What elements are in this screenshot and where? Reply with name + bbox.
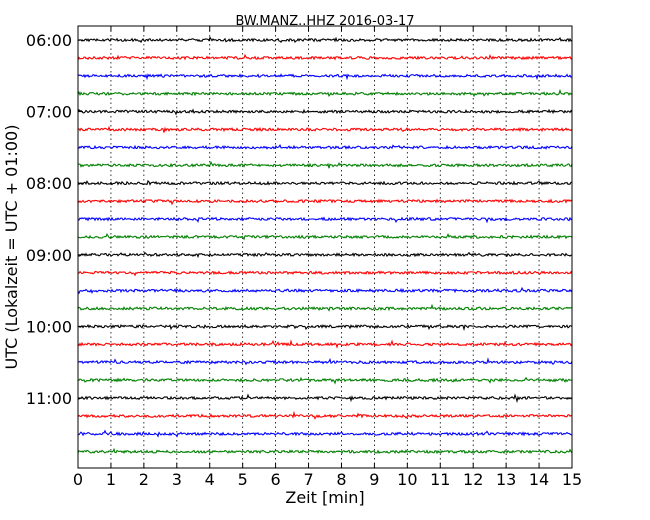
trace-1145 [77, 447, 573, 455]
y-axis-label: UTC (Lokalzeit = UTC + 01:00) [2, 125, 21, 370]
y-axis: 06:00 07:00 08:00 09:00 10:00 11:00 [26, 31, 83, 408]
trace-0630 [77, 73, 573, 81]
x-tick-label: 9 [369, 470, 379, 489]
trace-0800 [77, 179, 573, 186]
x-tick-label: 8 [336, 470, 346, 489]
trace-0900 [77, 251, 573, 259]
y-tick-label: 06:00 [26, 31, 72, 50]
trace-0815 [77, 198, 573, 206]
trace-0830 [77, 216, 573, 224]
y-tick-label: 11:00 [26, 389, 72, 408]
x-grid [110, 26, 540, 468]
x-tick-label: 6 [271, 470, 281, 489]
x-tick-label: 0 [73, 470, 83, 489]
x-tick-label: 4 [205, 470, 215, 489]
x-tick-label: 5 [238, 470, 248, 489]
x-tick-label: 2 [139, 470, 149, 489]
plot-frame [77, 25, 573, 469]
x-tick-label: 15 [562, 470, 582, 489]
x-tick-label: 10 [397, 470, 417, 489]
trace-1030 [77, 357, 573, 366]
trace-1015 [77, 339, 573, 349]
trace-0945 [77, 303, 573, 312]
x-tick-label: 7 [303, 470, 313, 489]
x-axis-label: Zeit [min] [285, 488, 364, 507]
y-tick-label: 07:00 [26, 103, 72, 122]
trace-1130 [77, 429, 573, 438]
trace-0700 [77, 108, 573, 116]
trace-0745 [77, 161, 573, 169]
chart-title: BW.MANZ..HHZ 2016-03-17 [235, 14, 414, 29]
trace-1045 [77, 376, 573, 385]
trace-0615 [77, 53, 573, 61]
y-tick-label: 08:00 [26, 174, 72, 193]
trace-group [77, 36, 573, 455]
y-tick-label: 09:00 [26, 246, 72, 265]
x-tick-label: 12 [463, 470, 483, 489]
x-tick-label: 1 [106, 470, 116, 489]
trace-0915 [77, 270, 573, 277]
trace-0645 [77, 88, 573, 98]
x-tick-label: 3 [172, 470, 182, 489]
trace-0715 [77, 125, 573, 133]
trace-1000 [77, 323, 573, 332]
x-tick-label: 14 [529, 470, 549, 489]
trace-0600 [77, 36, 573, 44]
trace-0930 [77, 286, 573, 295]
x-axis: 0 1 2 3 4 5 6 7 8 9 10 11 12 13 14 15 [73, 26, 582, 489]
x-tick-label: 13 [496, 470, 516, 489]
x-tick-label: 11 [430, 470, 450, 489]
trace-0845 [77, 232, 573, 241]
trace-0730 [77, 143, 573, 150]
y-tick-label: 10:00 [26, 317, 72, 336]
trace-1100 [77, 393, 573, 404]
trace-1115 [77, 410, 573, 420]
